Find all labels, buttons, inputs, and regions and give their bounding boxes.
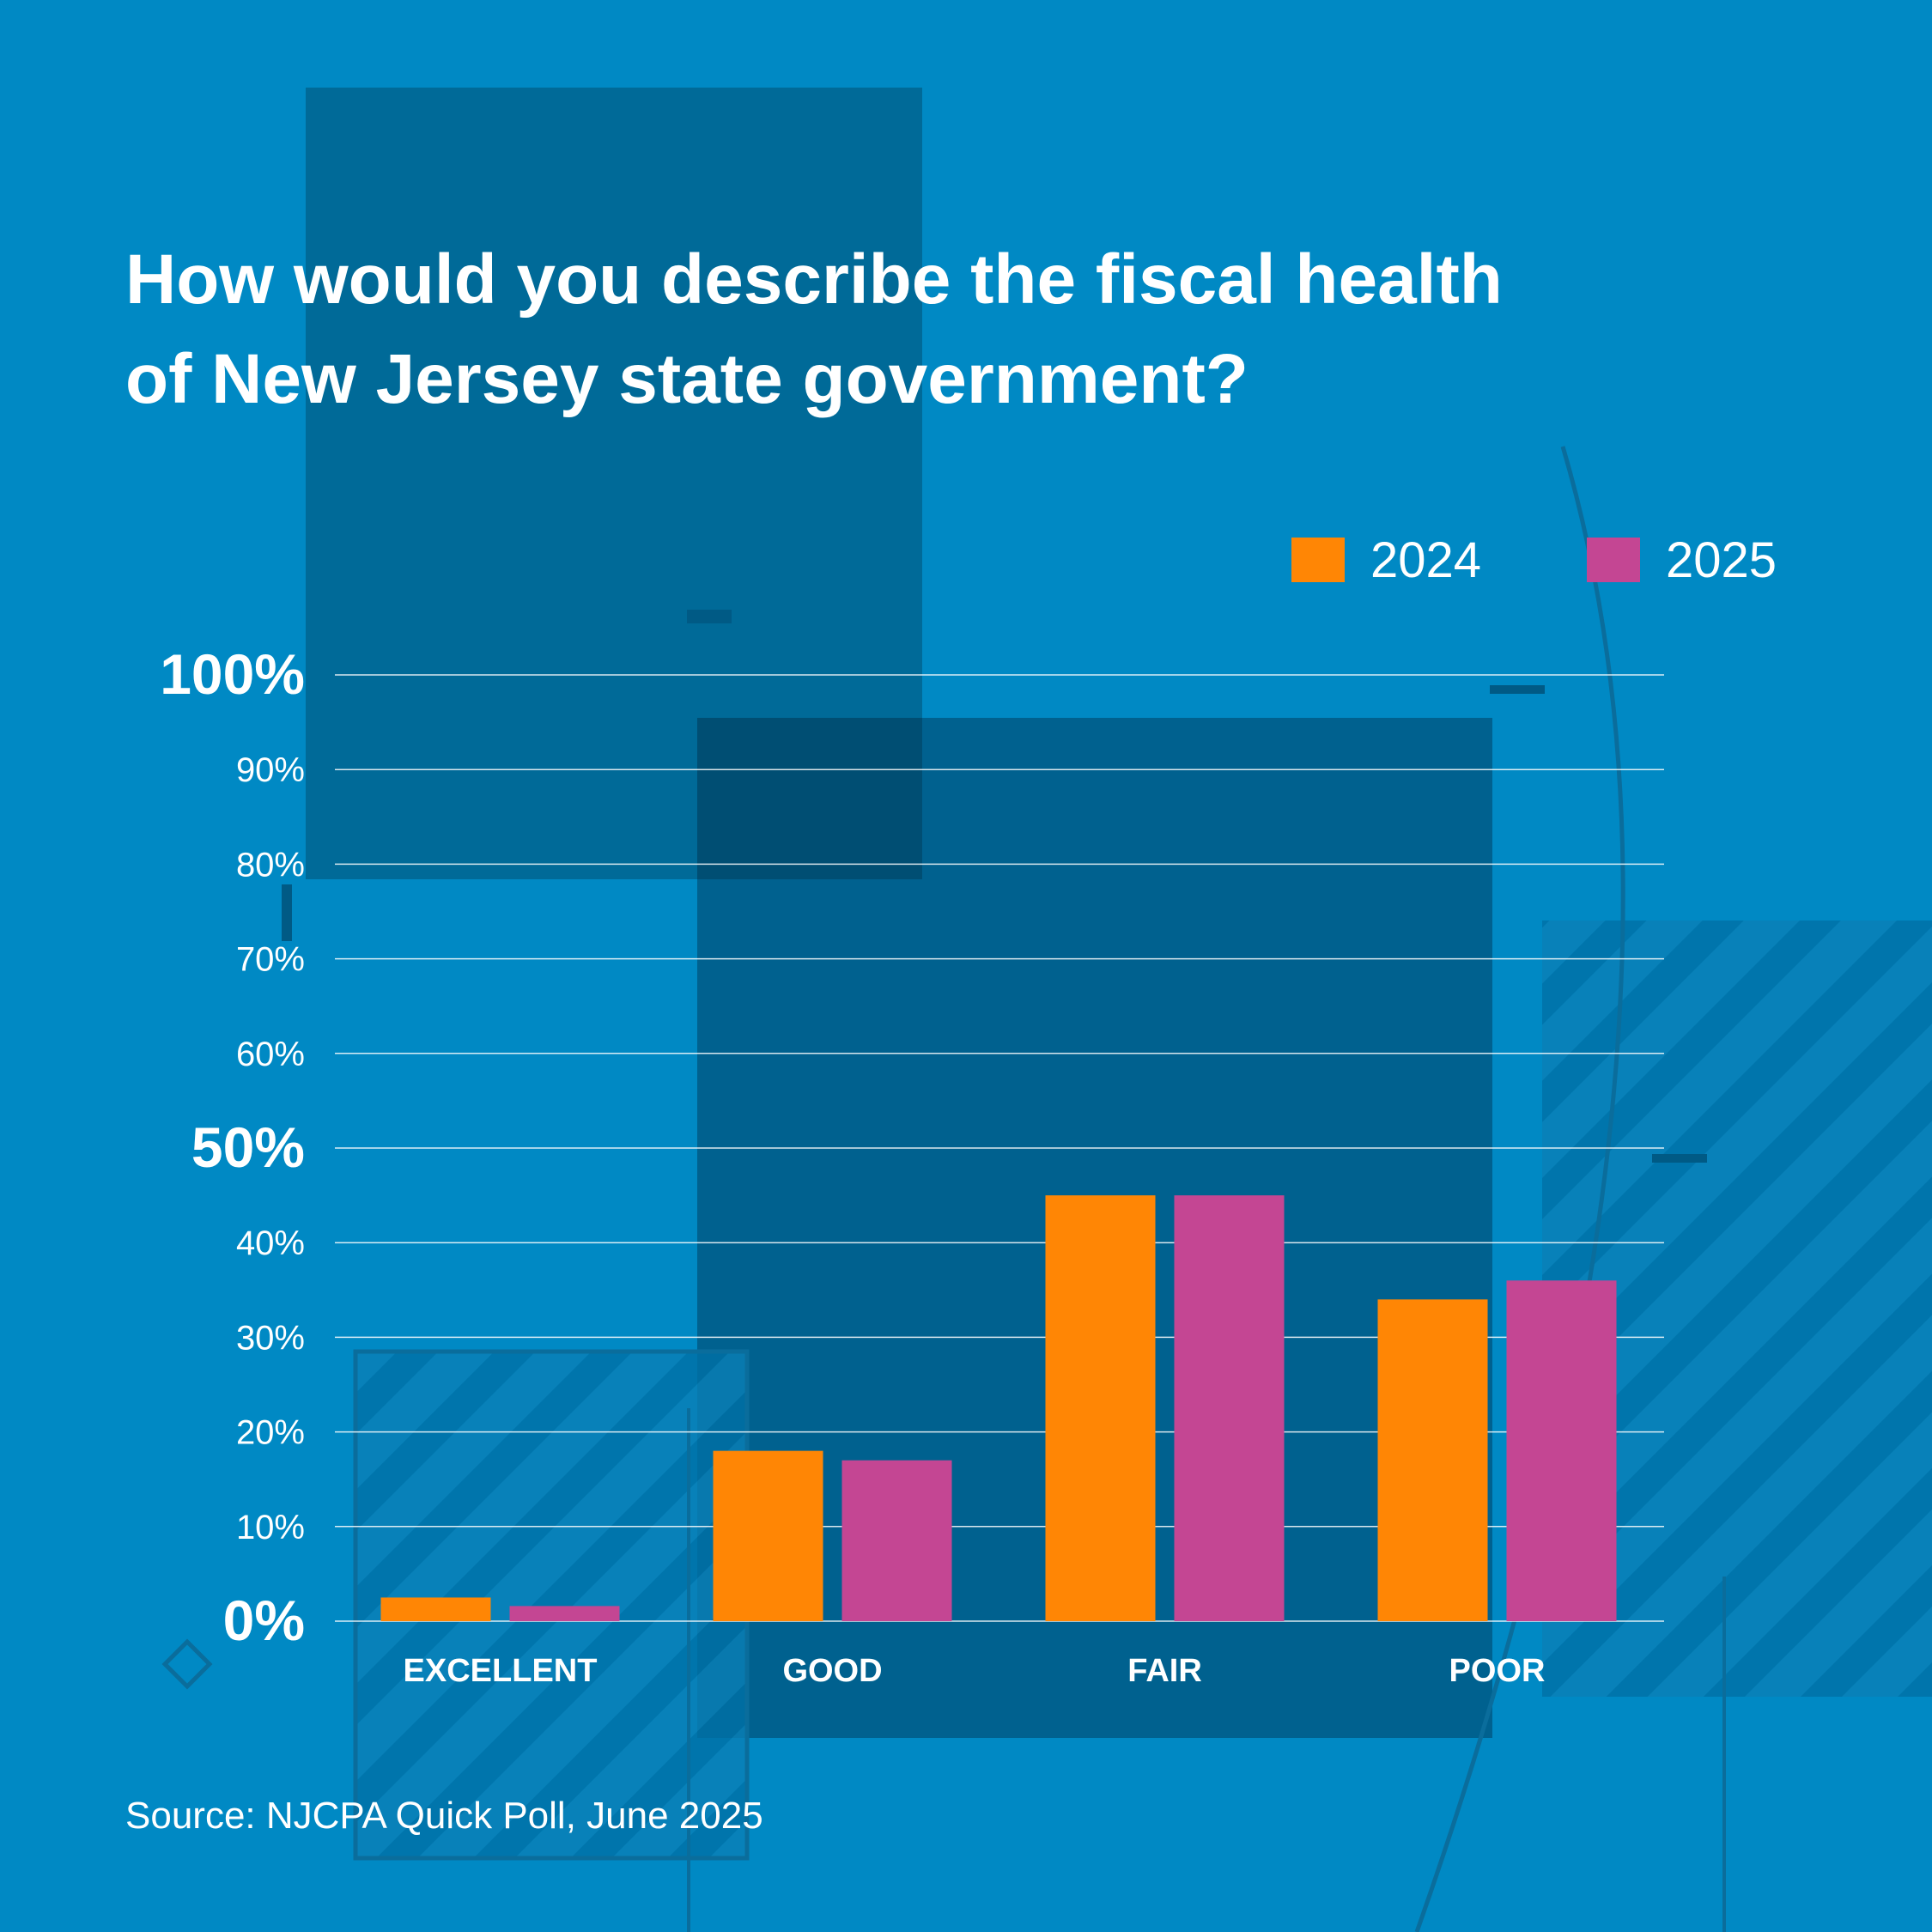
title-line-2: of New Jersey state government? <box>125 340 1249 418</box>
bar-excellent-2024 <box>380 1597 491 1621</box>
deco-dash-3 <box>1652 1154 1707 1163</box>
source-note: Source: NJCPA Quick Poll, June 2025 <box>125 1795 763 1837</box>
y-tick-label-50: 50% <box>191 1115 305 1179</box>
legend-label-2025: 2025 <box>1666 532 1777 588</box>
chart-title: How would you describe the fiscal health… <box>125 230 1826 429</box>
y-tick-label-0: 0% <box>223 1589 305 1652</box>
x-tick-label-excellent: EXCELLENT <box>404 1653 598 1689</box>
deco-rect-overlap <box>697 718 922 879</box>
bar-excellent-2025 <box>509 1606 620 1621</box>
y-axis-tick-labels: 0% 10% 20% 30% 40% 50% 60% 70% 80% 90% 100% <box>160 642 305 1652</box>
deco-dash-2 <box>1490 685 1545 694</box>
legend-item-2025: 2025 <box>1587 532 1777 588</box>
x-tick-label-poor: POOR <box>1449 1653 1546 1689</box>
y-tick-label-40: 40% <box>236 1224 305 1262</box>
y-tick-label-10: 10% <box>236 1509 305 1546</box>
legend-item-2024: 2024 <box>1291 532 1482 588</box>
bar-fair-2024 <box>1045 1195 1156 1621</box>
bar-poor-2024 <box>1377 1299 1488 1621</box>
y-tick-label-60: 60% <box>236 1036 305 1073</box>
x-tick-label-good: GOOD <box>782 1653 882 1689</box>
y-tick-label-70: 70% <box>236 941 305 979</box>
legend-swatch-2025 <box>1587 538 1640 582</box>
bars <box>380 1195 1617 1621</box>
y-tick-label-80: 80% <box>236 846 305 884</box>
bar-good-2024 <box>713 1450 823 1621</box>
x-tick-label-fair: FAIR <box>1127 1653 1202 1689</box>
y-tick-label-30: 30% <box>236 1319 305 1357</box>
bar-poor-2025 <box>1506 1280 1617 1621</box>
deco-dash-4 <box>282 884 292 941</box>
deco-dash-1 <box>687 610 732 623</box>
x-axis-tick-labels: EXCELLENT GOOD FAIR POOR <box>404 1653 1546 1689</box>
deco-arc <box>1414 446 1625 1932</box>
bar-good-2025 <box>841 1460 952 1621</box>
y-tick-label-20: 20% <box>236 1414 305 1452</box>
legend-swatch-2024 <box>1291 538 1345 582</box>
legend-label-2024: 2024 <box>1370 532 1482 588</box>
y-tick-label-90: 90% <box>236 751 305 789</box>
title-line-1: How would you describe the fiscal health <box>125 240 1503 319</box>
bar-fair-2025 <box>1174 1195 1285 1621</box>
y-tick-label-100: 100% <box>160 642 305 706</box>
deco-diamond <box>161 1638 213 1690</box>
